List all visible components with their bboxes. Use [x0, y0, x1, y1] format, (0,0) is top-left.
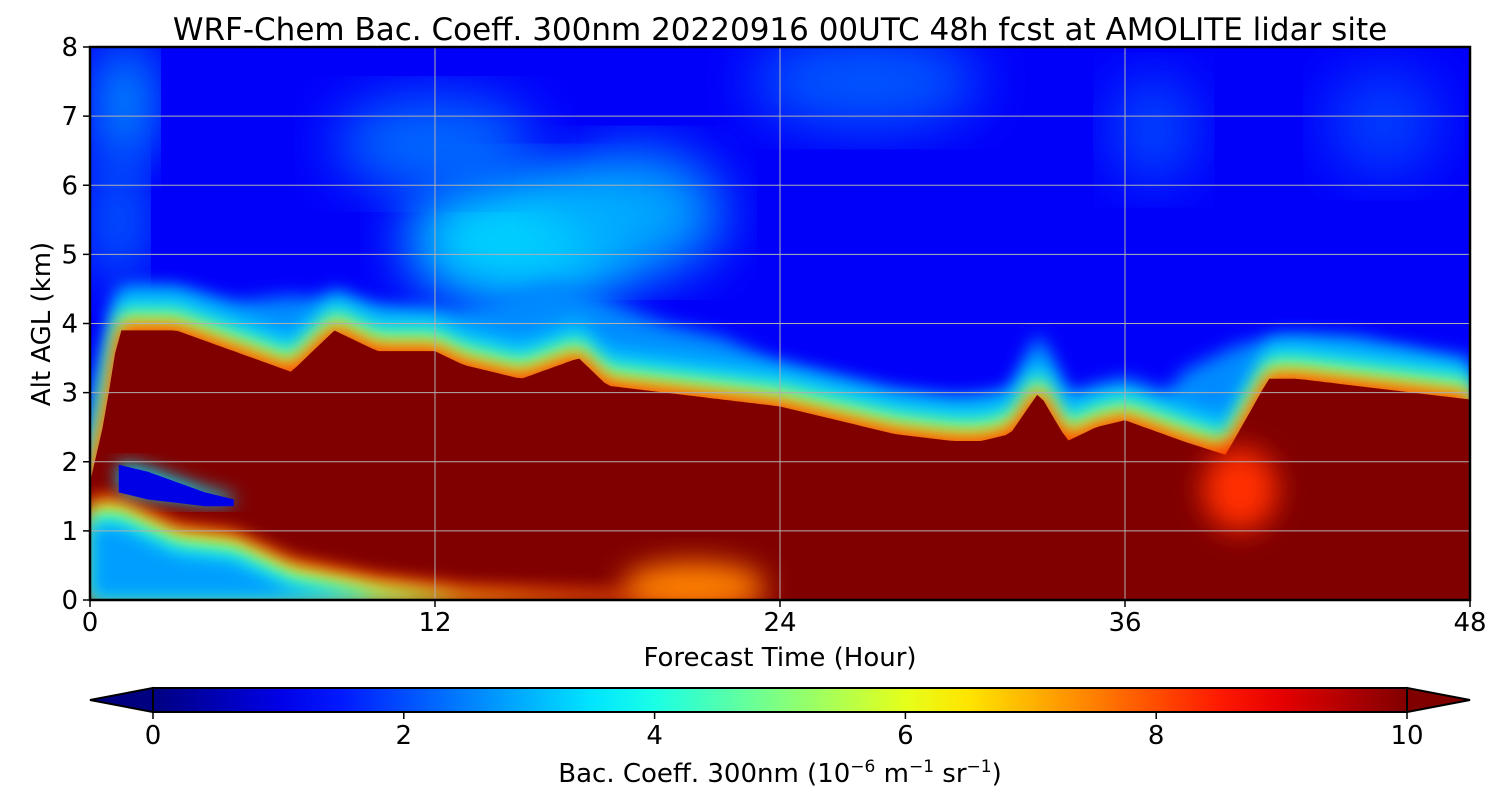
y-axis-label: Alt AGL (km) [27, 242, 57, 406]
colorbar-tick-label: 10 [1390, 721, 1423, 751]
clean-pocket [118, 464, 234, 507]
x-axis-label: Forecast Time (Hour) [643, 643, 916, 673]
upper-aerosol-patch [98, 47, 151, 165]
x-tick-label: 48 [1453, 608, 1486, 638]
upper-aerosol-patch [751, 47, 982, 130]
y-tick-label: 2 [61, 448, 78, 478]
upper-aerosol-patch [1110, 74, 1197, 186]
grid-lines [90, 47, 1470, 600]
y-tick-label: 5 [61, 240, 78, 270]
colorbar: 0 2 4 6 8 10 Bac. Coeff. 300nm (10−6 m−1 sr−1… [89, 686, 1471, 789]
y-tick-label: 4 [61, 310, 78, 340]
colorbar-gradient [152, 687, 1408, 713]
x-tick-label: 0 [82, 608, 99, 638]
colorbar-tick-label: 0 [145, 721, 162, 751]
x-axis: 0 12 24 36 48 [82, 600, 1487, 638]
x-tick-label: 24 [763, 608, 796, 638]
colorbar-tick-label: 8 [1148, 721, 1165, 751]
colorbar-extend-min [89, 686, 154, 714]
colorbar-label: Bac. Coeff. 300nm (10−6 m−1 sr−1) [558, 757, 1001, 789]
colorbar-tick-label: 2 [396, 721, 413, 751]
near-surface-band [90, 524, 780, 600]
x-tick-label: 12 [418, 608, 451, 638]
y-tick-label: 1 [61, 517, 78, 547]
upper-aerosol-patch [550, 150, 723, 276]
upper-aerosol-patch [95, 150, 142, 289]
reduced-aerosol-patch [621, 561, 766, 600]
reduced-aerosol-patch [1202, 447, 1278, 531]
colorbar-ticks: 0 2 4 6 8 10 [145, 712, 1424, 751]
x-tick-label: 36 [1108, 608, 1141, 638]
y-tick-label: 7 [61, 102, 78, 132]
y-tick-label: 6 [61, 171, 78, 201]
colorbar-extend-max [1406, 686, 1471, 714]
y-tick-label: 8 [61, 33, 78, 63]
chart-title: WRF-Chem Bac. Coeff. 300nm 20220916 00UT… [173, 12, 1387, 48]
colorbar-tick-label: 4 [646, 721, 663, 751]
y-tick-label: 3 [61, 379, 78, 409]
colorbar-tick-label: 6 [897, 721, 914, 751]
y-tick-label: 0 [61, 586, 78, 616]
upper-aerosol-patch [1326, 67, 1442, 179]
y-axis: 0 1 2 3 4 5 6 7 8 [61, 33, 90, 616]
